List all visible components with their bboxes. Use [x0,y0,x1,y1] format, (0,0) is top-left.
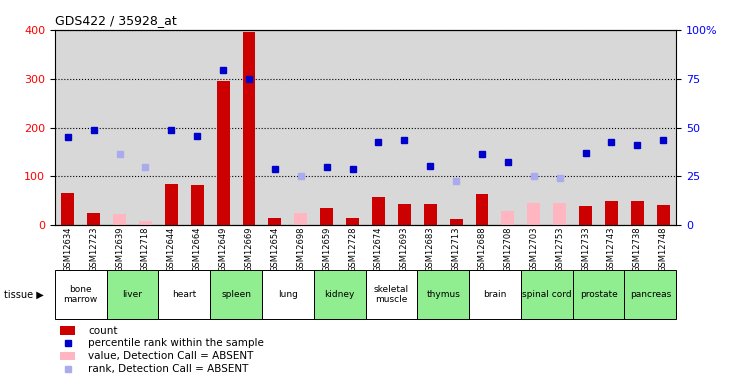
Bar [501,211,515,225]
Bar [139,221,152,225]
Bar [165,184,178,225]
Text: pancreas: pancreas [629,290,671,299]
Bar [572,270,624,319]
Bar [107,270,159,319]
Text: percentile rank within the sample: percentile rank within the sample [88,338,264,348]
Bar [216,81,230,225]
Bar [631,201,644,225]
Bar [159,270,211,319]
Bar [87,213,100,225]
Text: heart: heart [172,290,197,299]
Bar [656,204,670,225]
Bar [521,270,572,319]
Bar [527,203,540,225]
Text: prostate: prostate [580,290,618,299]
Bar [262,270,314,319]
Bar [450,219,463,225]
Text: value, Detection Call = ABSENT: value, Detection Call = ABSENT [88,351,254,361]
Text: brain: brain [483,290,507,299]
Bar [605,201,618,225]
Bar [61,194,75,225]
Bar [424,204,436,225]
Bar [624,270,676,319]
Text: thymus: thymus [426,290,460,299]
Text: skeletal
muscle: skeletal muscle [374,285,409,304]
Bar [553,203,566,225]
Text: spinal cord: spinal cord [522,290,572,299]
Text: count: count [88,326,118,336]
Text: bone
marrow: bone marrow [64,285,98,304]
Bar [469,270,520,319]
Bar [191,185,204,225]
Bar [579,207,592,225]
Text: lung: lung [278,290,298,299]
Bar [320,208,333,225]
Bar [417,270,469,319]
Bar [366,270,417,319]
Bar [372,197,385,225]
Text: tissue ▶: tissue ▶ [4,290,43,299]
Bar [55,270,107,319]
Bar [398,204,411,225]
Bar [295,213,307,225]
Bar [60,326,75,335]
Text: kidney: kidney [325,290,355,299]
Bar [60,352,75,360]
Bar [268,217,281,225]
Bar [243,33,255,225]
Bar [211,270,262,319]
Text: GDS422 / 35928_at: GDS422 / 35928_at [55,15,177,27]
Bar [346,217,359,225]
Text: spleen: spleen [221,290,251,299]
Bar [476,194,488,225]
Bar [314,270,366,319]
Text: rank, Detection Call = ABSENT: rank, Detection Call = ABSENT [88,364,249,374]
Bar [113,214,126,225]
Text: liver: liver [123,290,143,299]
